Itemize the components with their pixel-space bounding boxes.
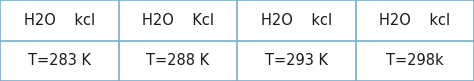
Text: T=298k: T=298k: [386, 53, 444, 68]
Text: H2O    Kcl: H2O Kcl: [142, 13, 214, 28]
Text: H2O    kcl: H2O kcl: [379, 13, 450, 28]
Text: T=288 K: T=288 K: [146, 53, 210, 68]
Text: H2O    kcl: H2O kcl: [261, 13, 332, 28]
Text: H2O    kcl: H2O kcl: [24, 13, 95, 28]
Text: T=283 K: T=283 K: [28, 53, 91, 68]
Text: T=293 K: T=293 K: [265, 53, 328, 68]
